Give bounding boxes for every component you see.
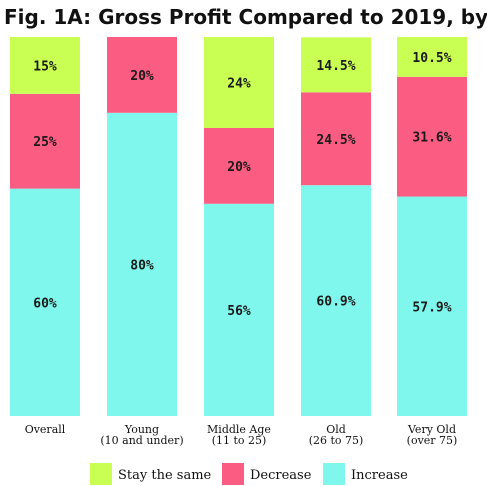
data-label-old-increase: 60.9% xyxy=(316,295,355,310)
bar-segment-overall-increase xyxy=(10,188,80,416)
data-label-very-old-decrease: 31.6% xyxy=(412,131,451,146)
bar-segment-old-stay-the-same xyxy=(301,37,371,93)
legend-swatch-stay-the-same xyxy=(90,463,112,485)
category-sublabel-very-old: (over 75) xyxy=(407,434,458,447)
bar-segment-very-old-decrease xyxy=(397,76,467,197)
data-label-overall-stay-the-same: 15% xyxy=(33,59,57,74)
legend-swatch-decrease xyxy=(222,463,244,485)
legend-label-stay-the-same: Stay the same xyxy=(118,468,212,483)
bar-segment-old-decrease xyxy=(301,92,371,186)
legend: Stay the same Decrease Increase xyxy=(90,463,408,485)
data-label-middle-age-increase: 56% xyxy=(227,304,251,319)
category-label-young: Young xyxy=(124,423,159,436)
bar-segment-old-increase xyxy=(301,185,371,416)
data-label-middle-age-decrease: 20% xyxy=(227,160,251,175)
bar-segment-middle-age-increase xyxy=(204,203,274,416)
data-label-overall-increase: 60% xyxy=(33,296,57,311)
category-sublabel-middle-age: (11 to 25) xyxy=(212,434,267,447)
bar-segment-overall-stay-the-same xyxy=(10,37,80,94)
data-label-old-stay-the-same: 14.5% xyxy=(316,59,355,74)
category-label-overall: Overall xyxy=(25,423,66,436)
category-labels: Overall Young(10 and under) Middle Age(11 … xyxy=(25,423,458,447)
category-sublabel-old: (26 to 75) xyxy=(309,434,364,447)
category-label-middle-age: Middle Age xyxy=(207,423,271,436)
legend-label-increase: Increase xyxy=(351,468,408,483)
data-label-very-old-stay-the-same: 10.5% xyxy=(412,51,451,66)
data-label-young-decrease: 20% xyxy=(130,69,154,84)
data-label-old-decrease: 24.5% xyxy=(316,133,355,148)
bar-segment-middle-age-stay-the-same xyxy=(204,37,274,128)
bars-layer: 60% 25% 15% 80% 20% 56% 20% 24% 60.9% 24.5% 14.5% 5… xyxy=(10,37,467,417)
data-label-very-old-increase: 57.9% xyxy=(412,300,451,315)
bar-segment-very-old-stay-the-same xyxy=(397,37,467,77)
bar-segment-young-increase xyxy=(107,112,177,417)
category-label-old: Old xyxy=(326,423,346,436)
data-label-middle-age-stay-the-same: 24% xyxy=(227,76,251,91)
bar-segment-young-decrease xyxy=(107,37,177,113)
bar-segment-very-old-increase xyxy=(397,196,467,416)
legend-swatch-increase xyxy=(323,463,345,485)
data-label-young-increase: 80% xyxy=(130,258,154,273)
chart-title: Fig. 1A: Gross Profit Compared to 2019, … xyxy=(4,5,487,29)
data-label-overall-decrease: 25% xyxy=(33,135,57,150)
category-label-very-old: Very Old xyxy=(407,423,456,436)
bar-segment-overall-decrease xyxy=(10,93,80,189)
bar-segment-middle-age-decrease xyxy=(204,127,274,204)
legend-label-decrease: Decrease xyxy=(250,468,312,483)
category-sublabel-young: (10 and under) xyxy=(100,434,183,447)
